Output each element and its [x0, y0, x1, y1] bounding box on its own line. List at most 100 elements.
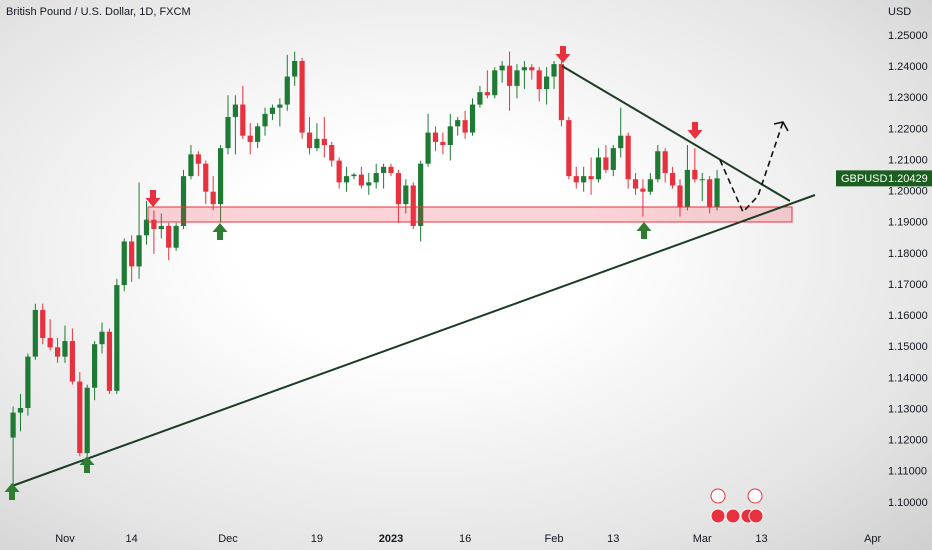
candle-body	[143, 219, 150, 236]
sell-arrow	[687, 122, 703, 139]
candle-body	[432, 132, 439, 142]
candle-body	[10, 412, 16, 438]
candle-body	[418, 163, 424, 226]
candle-body	[92, 344, 98, 388]
y-tick-label: 1.23000	[888, 92, 928, 104]
candle-body	[151, 219, 157, 230]
x-tick-label: Apr	[864, 533, 881, 545]
candle-body	[669, 173, 676, 186]
y-tick-label: 1.24000	[888, 61, 928, 73]
candle-body	[558, 64, 565, 121]
event-icon	[710, 508, 726, 524]
candle-body	[581, 176, 587, 183]
candle-body	[99, 331, 105, 345]
x-tick-label: 2023	[379, 533, 403, 545]
candle-body	[484, 92, 490, 96]
sell-arrow	[145, 190, 161, 207]
y-tick-label: 1.19000	[888, 217, 928, 229]
candle-body	[232, 104, 238, 118]
candle-body	[217, 148, 224, 205]
y-tick-label: 1.10000	[888, 497, 928, 509]
candle-body	[521, 67, 527, 71]
event-icon	[710, 488, 726, 504]
y-tick-label: 1.11000	[888, 466, 927, 478]
candle-body	[225, 117, 231, 149]
candle-body	[188, 154, 194, 177]
candle-body	[588, 176, 594, 180]
candle-body	[240, 104, 246, 136]
candle-body	[536, 70, 542, 90]
candle-body	[440, 141, 446, 146]
candle-body	[388, 166, 394, 174]
price-tag-symbol: GBPUSD	[841, 173, 888, 185]
buy-arrow	[636, 222, 652, 239]
y-tick-label: 1.18000	[888, 248, 928, 260]
candle-body	[610, 148, 616, 170]
candle-body	[366, 182, 372, 186]
x-tick-label: 16	[459, 533, 471, 545]
candle-body	[455, 120, 461, 127]
candle-body	[499, 65, 505, 71]
rising-trendline	[11, 194, 816, 487]
candle-body	[373, 173, 379, 183]
y-tick-label: 1.16000	[888, 310, 928, 322]
y-tick-label: 1.25000	[888, 30, 928, 42]
candle-body	[77, 381, 83, 454]
candle-body	[314, 138, 320, 149]
y-tick-label: 1.17000	[888, 279, 928, 291]
x-tick-label: 13	[607, 533, 619, 545]
candle-body	[62, 341, 68, 357]
candle-body	[410, 185, 416, 226]
candle-body	[492, 70, 498, 96]
candle-body	[166, 225, 172, 248]
candle-body	[129, 241, 135, 267]
candle-body	[306, 132, 313, 149]
candle-body	[106, 331, 113, 391]
candle-body	[84, 387, 90, 454]
candle-body	[544, 76, 550, 90]
candle-body	[136, 235, 142, 267]
candle-body	[25, 356, 31, 408]
candle-body	[462, 120, 468, 133]
buy-arrow	[212, 223, 228, 240]
candle-body	[692, 169, 698, 180]
candle-body	[351, 174, 357, 177]
candle-body	[573, 176, 579, 183]
drawings	[4, 46, 816, 500]
candle-body	[114, 285, 120, 391]
candle-body	[662, 151, 668, 174]
event-icon	[725, 508, 741, 524]
candle-body	[40, 309, 46, 338]
candle-body	[17, 407, 24, 413]
y-tick-label: 1.15000	[888, 341, 928, 353]
y-tick-label: 1.20000	[888, 186, 928, 198]
candle-body	[195, 154, 201, 164]
x-tick-label: Nov	[55, 533, 75, 545]
candle-body	[158, 225, 164, 230]
candle-body	[677, 185, 683, 208]
candle-body	[343, 176, 350, 183]
candle-body	[292, 60, 298, 77]
candle-body	[173, 225, 179, 248]
candle-body	[203, 163, 209, 192]
candle-body	[477, 92, 483, 105]
candle-body	[714, 178, 720, 208]
candle-body	[69, 341, 75, 382]
candle-body	[180, 176, 187, 226]
candle-body	[284, 76, 290, 105]
candle-body	[514, 70, 520, 86]
candle-body	[469, 104, 476, 133]
candle-body	[632, 179, 639, 189]
candle-body	[32, 309, 38, 357]
candle-body	[395, 173, 402, 205]
x-tick-label: Feb	[545, 533, 564, 545]
event-icon	[748, 508, 764, 524]
y-tick-label: 1.14000	[888, 372, 928, 384]
candle-body	[625, 135, 631, 180]
candle-body	[447, 126, 453, 146]
x-tick-label: Mar	[693, 533, 712, 545]
candle-body	[299, 60, 305, 133]
candle-body	[329, 145, 335, 161]
falling-trendline	[561, 65, 791, 202]
